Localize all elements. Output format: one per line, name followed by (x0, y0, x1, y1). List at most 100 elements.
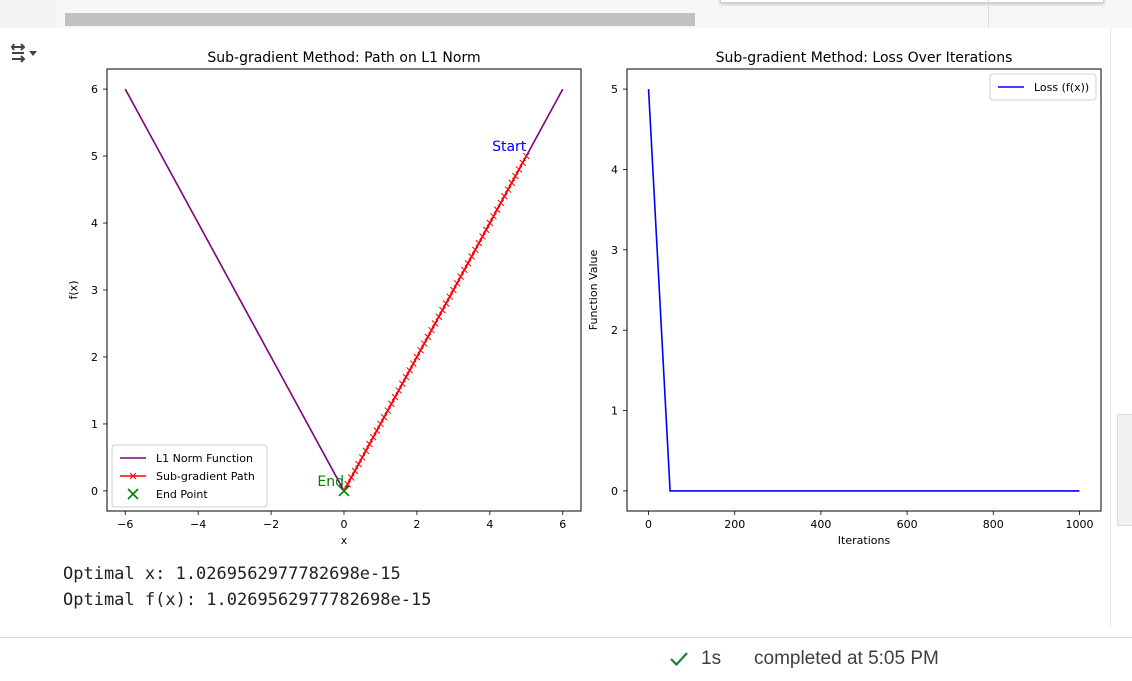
path-marker (388, 400, 395, 408)
y-tick-label: 1 (611, 405, 618, 418)
y-tick-label: 2 (91, 351, 98, 364)
annotation-start: Start (492, 139, 527, 155)
x-tick-label: −4 (190, 518, 206, 531)
y-tick-label: 0 (91, 485, 98, 498)
y-axis-label: f(x) (67, 281, 80, 300)
path-marker (369, 433, 377, 441)
path-marker (344, 480, 351, 488)
legend-marker (129, 472, 137, 480)
x-tick-label: 6 (559, 518, 566, 531)
path-marker (479, 233, 486, 240)
cell-divider (988, 0, 989, 28)
path-marker (497, 199, 505, 207)
x-tick-label: 800 (983, 518, 1004, 531)
legend-marker (127, 488, 139, 500)
chart-2: Sub-gradient Method: Loss Over Iteration… (587, 50, 1102, 547)
path-marker (420, 340, 428, 347)
x-axis-label: x (341, 534, 348, 547)
path-marker (402, 373, 410, 381)
path-marker (482, 226, 490, 234)
legend-label: L1 Norm Function (156, 452, 253, 465)
path-marker (457, 273, 465, 280)
path-marker (384, 407, 392, 414)
path-marker (464, 259, 472, 267)
path-marker (362, 447, 370, 455)
output-collapse-icon[interactable] (9, 40, 43, 66)
path-marker (391, 393, 399, 401)
annotation-end: End (317, 474, 344, 490)
path-marker (366, 440, 373, 448)
stdout-output: Optimal x: 1.0269562977782698e-15 Optimal… (63, 561, 431, 613)
horizontal-scrollbar[interactable] (65, 13, 695, 26)
status-bar: 1s completed at 5:05 PM (0, 637, 1132, 681)
y-tick-label: 5 (91, 150, 98, 163)
path-marker (490, 212, 497, 220)
path-marker (512, 172, 519, 180)
x-tick-label: 0 (341, 518, 348, 531)
y-tick-label: 4 (611, 163, 618, 176)
path-marker (508, 179, 516, 187)
y-tick-label: 6 (91, 83, 98, 96)
y-tick-label: 5 (611, 83, 618, 96)
path-marker (450, 286, 457, 294)
x-tick-label: 2 (413, 518, 420, 531)
legend-label: Sub-gradient Path (156, 470, 255, 483)
legend: Loss (f(x)) (989, 73, 1097, 101)
legend-label: End Point (156, 488, 208, 501)
y-tick-label: 1 (91, 418, 98, 431)
x-tick-label: 600 (897, 518, 918, 531)
y-tick-label: 3 (611, 244, 618, 257)
path-marker (519, 159, 527, 167)
previous-cell-box (720, 0, 1104, 3)
legend: L1 Norm Function Sub-gradient Path End Poi… (111, 444, 268, 508)
path-marker (522, 152, 530, 160)
end-point-marker (338, 485, 350, 497)
path-marker (406, 367, 413, 374)
plot-frame (626, 68, 1102, 512)
cell-gutter (0, 0, 56, 28)
path-marker (358, 454, 366, 461)
path-marker (398, 380, 406, 388)
x-tick-label: −6 (117, 518, 133, 531)
path-marker (431, 320, 439, 327)
path-marker (435, 313, 443, 321)
x-tick-label: 400 (810, 518, 831, 531)
path-marker (471, 246, 479, 254)
plot-frame (106, 68, 582, 512)
path-marker (439, 306, 446, 314)
chart-1: Sub-gradient Method: Path on L1 Norm −6 −4… (67, 50, 582, 547)
chart-title: Sub-gradient Method: Path on L1 Norm (207, 50, 480, 66)
path-marker (373, 427, 381, 434)
y-axis-label: Function Value (587, 250, 600, 331)
path-marker (409, 360, 417, 368)
path-marker (351, 467, 359, 475)
path-marker (413, 353, 421, 361)
path-marker (446, 293, 454, 301)
path-marker (347, 474, 355, 481)
cell-output (56, 28, 1111, 626)
y-tick-label: 2 (611, 324, 618, 337)
path-marker (504, 186, 512, 193)
check-icon (669, 650, 689, 668)
path-marker (417, 346, 424, 354)
path-marker (515, 166, 523, 173)
chart-title: Sub-gradient Method: Loss Over Iteration… (716, 50, 1013, 66)
path-marker (377, 420, 384, 428)
path-marker (453, 279, 461, 287)
path-marker (355, 460, 362, 468)
y-tick-label: 4 (91, 217, 98, 230)
figure: Sub-gradient Method: Path on L1 Norm −6 −4… (67, 50, 1102, 547)
completion-status: completed at 5:05 PM (754, 648, 939, 669)
x-tick-label: 0 (645, 518, 652, 531)
path-marker (493, 206, 501, 213)
path-marker (486, 219, 494, 227)
legend-box (989, 73, 1097, 101)
x-tick-label: 200 (724, 518, 745, 531)
path-marker (380, 413, 388, 421)
path-marker (468, 253, 475, 260)
path-marker (475, 239, 483, 247)
y-tick-label: 0 (611, 485, 618, 498)
path-marker (395, 387, 403, 394)
vertical-scrollbar[interactable] (1117, 414, 1132, 526)
